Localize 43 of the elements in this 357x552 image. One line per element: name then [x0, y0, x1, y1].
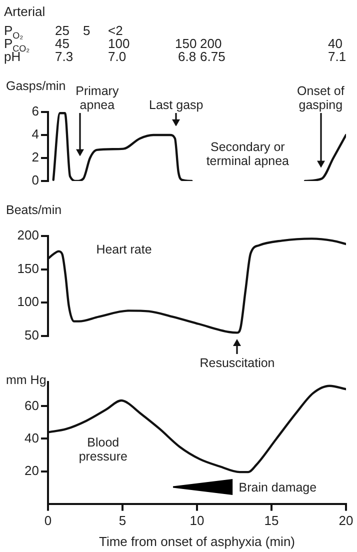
line-series: [48, 238, 346, 334]
y-tick-label: 200: [17, 228, 39, 243]
y-axis-title: mm Hg: [6, 373, 46, 388]
text: 25: [55, 23, 70, 38]
annotation: Brain damage: [238, 480, 317, 495]
text: 200: [200, 36, 222, 51]
text: 7.3: [55, 49, 74, 64]
text: 7.0: [108, 49, 126, 64]
y-tick-label: 150: [17, 260, 39, 276]
text: 7.1: [328, 49, 346, 64]
y-tick-label: 20: [24, 462, 39, 478]
annotation: Primary apnea: [76, 84, 120, 112]
text: 100: [108, 36, 130, 51]
text: 5: [83, 23, 90, 38]
text: 150: [175, 36, 197, 51]
text: Resuscitation: [200, 356, 275, 370]
annotation: Onset of gasping: [297, 84, 345, 112]
series-label: Blood pressure: [78, 435, 128, 464]
y-tick-label: 2: [32, 150, 39, 165]
text: 45: [55, 36, 70, 51]
x-tick-label: 0: [44, 513, 52, 528]
y-tick-label: 40: [24, 430, 39, 446]
x-tick-label: 5: [118, 513, 126, 528]
x-tick-label: 15: [264, 513, 279, 528]
x-tick-label: 20: [338, 513, 354, 528]
y-tick-label: 60: [24, 398, 39, 413]
y-axis-title: Beats/min: [6, 203, 62, 217]
y-tick-label: 50: [24, 328, 39, 343]
x-axis-title: Time from onset of asphyxia (min): [98, 534, 296, 549]
y-tick-label: 6: [32, 104, 39, 119]
text: Arterial: [4, 4, 46, 19]
annotation: Last gasp: [149, 98, 204, 112]
text: 6.75: [200, 49, 226, 64]
y-axis-title: Gasps/min: [6, 79, 66, 93]
text: 40: [328, 36, 342, 51]
y-tick-label: 100: [17, 294, 39, 310]
x-tick-label: 10: [190, 513, 204, 528]
y-tick-label: 4: [32, 126, 39, 142]
text: <2: [108, 23, 123, 38]
text: 6.8: [178, 49, 196, 64]
y-tick-label: 0: [32, 172, 39, 188]
annotation: Secondary or terminal apnea: [206, 140, 290, 168]
text: Heart rate: [96, 242, 152, 256]
